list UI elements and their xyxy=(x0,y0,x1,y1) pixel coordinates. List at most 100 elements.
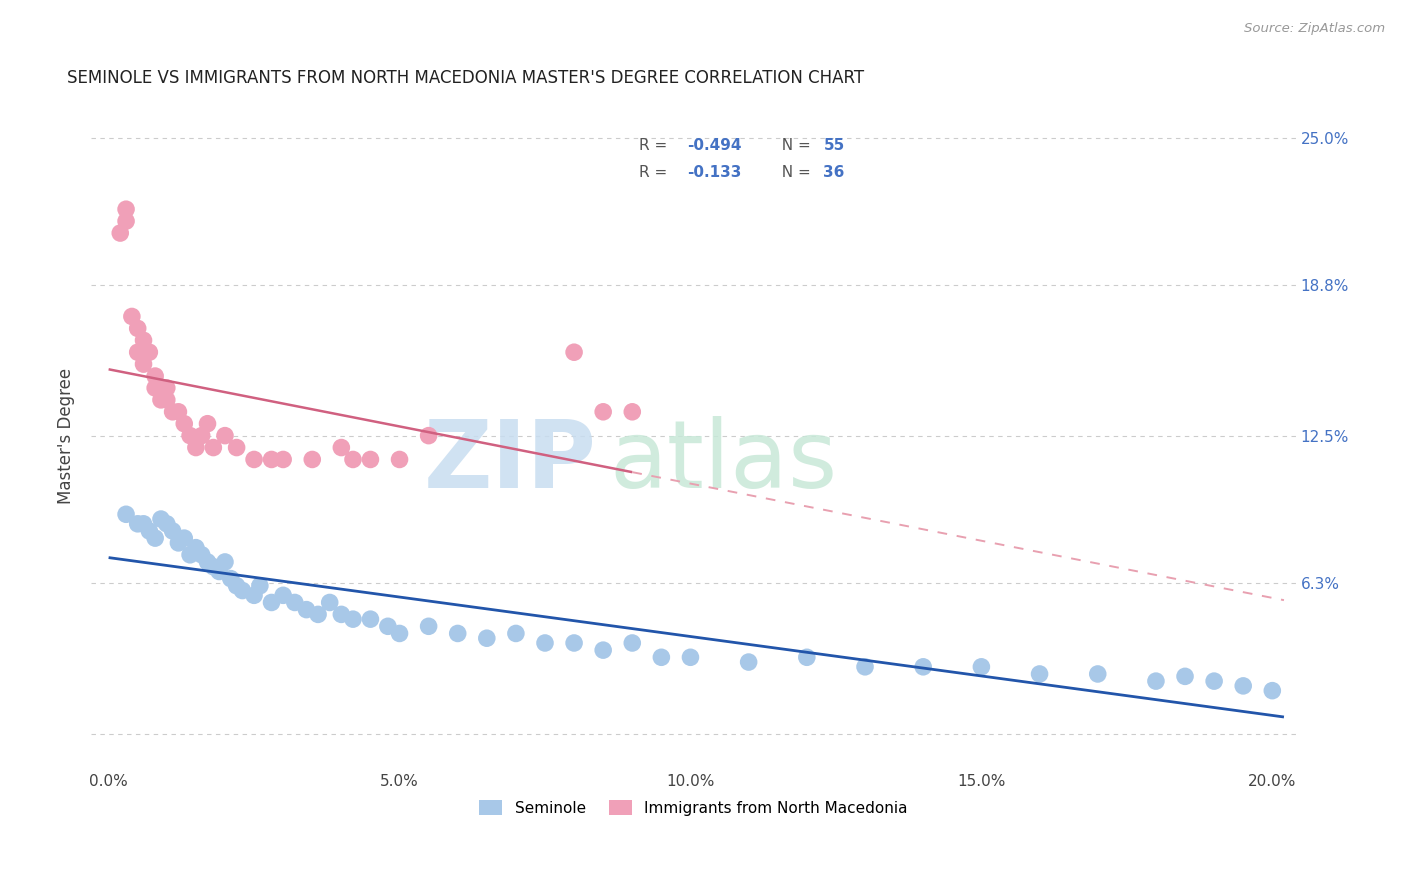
Point xyxy=(249,579,271,593)
Point xyxy=(156,381,179,395)
Point xyxy=(284,595,307,609)
Point xyxy=(197,417,219,431)
Point xyxy=(184,541,207,555)
Point xyxy=(156,392,179,407)
Text: 36: 36 xyxy=(824,164,845,179)
Point xyxy=(243,588,266,602)
Point xyxy=(225,441,247,455)
Point xyxy=(110,226,132,240)
Point xyxy=(190,548,212,562)
Point xyxy=(388,452,411,467)
Point xyxy=(127,345,149,359)
Text: N =: N = xyxy=(772,138,815,153)
Text: atlas: atlas xyxy=(609,417,838,508)
Point xyxy=(271,588,294,602)
Point xyxy=(621,636,644,650)
Point xyxy=(179,548,201,562)
Point xyxy=(330,607,353,622)
Text: Source: ZipAtlas.com: Source: ZipAtlas.com xyxy=(1244,22,1385,36)
Point xyxy=(1028,667,1050,681)
Point xyxy=(418,428,440,442)
Text: ZIP: ZIP xyxy=(425,417,598,508)
Point xyxy=(679,650,702,665)
Point xyxy=(243,452,266,467)
Point xyxy=(1087,667,1109,681)
Text: 55: 55 xyxy=(824,138,845,153)
Point xyxy=(271,452,294,467)
Point xyxy=(359,452,381,467)
Point xyxy=(418,619,440,633)
Point xyxy=(592,643,614,657)
Point xyxy=(143,381,166,395)
Point xyxy=(115,508,138,522)
Point xyxy=(197,555,219,569)
Point xyxy=(301,452,323,467)
Point xyxy=(1204,674,1226,689)
Point xyxy=(173,417,195,431)
Point xyxy=(121,310,143,324)
Point xyxy=(796,650,818,665)
Text: R =: R = xyxy=(640,164,678,179)
Point xyxy=(1174,669,1197,683)
Point xyxy=(853,660,876,674)
Point xyxy=(505,626,527,640)
Point xyxy=(447,626,470,640)
Point xyxy=(1261,683,1284,698)
Point xyxy=(132,516,155,531)
Point xyxy=(970,660,993,674)
Point xyxy=(214,555,236,569)
Point xyxy=(143,531,166,545)
Point xyxy=(115,214,138,228)
Point xyxy=(225,579,247,593)
Text: -0.494: -0.494 xyxy=(688,138,742,153)
Text: SEMINOLE VS IMMIGRANTS FROM NORTH MACEDONIA MASTER'S DEGREE CORRELATION CHART: SEMINOLE VS IMMIGRANTS FROM NORTH MACEDO… xyxy=(67,69,865,87)
Point xyxy=(149,392,172,407)
Point xyxy=(219,572,242,586)
Point xyxy=(359,612,381,626)
Point xyxy=(621,405,644,419)
Point xyxy=(127,321,149,335)
Point xyxy=(214,428,236,442)
Point xyxy=(173,531,195,545)
Point xyxy=(190,428,212,442)
Y-axis label: Master's Degree: Master's Degree xyxy=(58,368,75,504)
Point xyxy=(342,452,364,467)
Point xyxy=(388,626,411,640)
Point xyxy=(592,405,614,419)
Point xyxy=(132,334,155,348)
Point xyxy=(475,631,498,645)
Point xyxy=(377,619,399,633)
Point xyxy=(231,583,253,598)
Point xyxy=(342,612,364,626)
Point xyxy=(912,660,935,674)
Point xyxy=(260,452,283,467)
Point xyxy=(179,428,201,442)
Point xyxy=(307,607,329,622)
Point xyxy=(167,536,190,550)
Point xyxy=(295,602,318,616)
Point xyxy=(562,345,585,359)
Point xyxy=(138,345,160,359)
Text: -0.133: -0.133 xyxy=(688,164,742,179)
Text: N =: N = xyxy=(772,164,815,179)
Point xyxy=(132,357,155,371)
Point xyxy=(534,636,557,650)
Point xyxy=(162,524,184,538)
Point xyxy=(319,595,342,609)
Legend: Seminole, Immigrants from North Macedonia: Seminole, Immigrants from North Macedoni… xyxy=(474,794,914,822)
Point xyxy=(1144,674,1167,689)
Point xyxy=(330,441,353,455)
Point xyxy=(127,516,149,531)
Point xyxy=(202,441,225,455)
Point xyxy=(138,524,160,538)
Point xyxy=(208,565,231,579)
Text: R =: R = xyxy=(640,138,678,153)
Point xyxy=(202,559,225,574)
Point xyxy=(737,655,759,669)
Point xyxy=(115,202,138,217)
Point xyxy=(149,512,172,526)
Point xyxy=(167,405,190,419)
Point xyxy=(260,595,283,609)
Point xyxy=(162,405,184,419)
Point xyxy=(650,650,672,665)
